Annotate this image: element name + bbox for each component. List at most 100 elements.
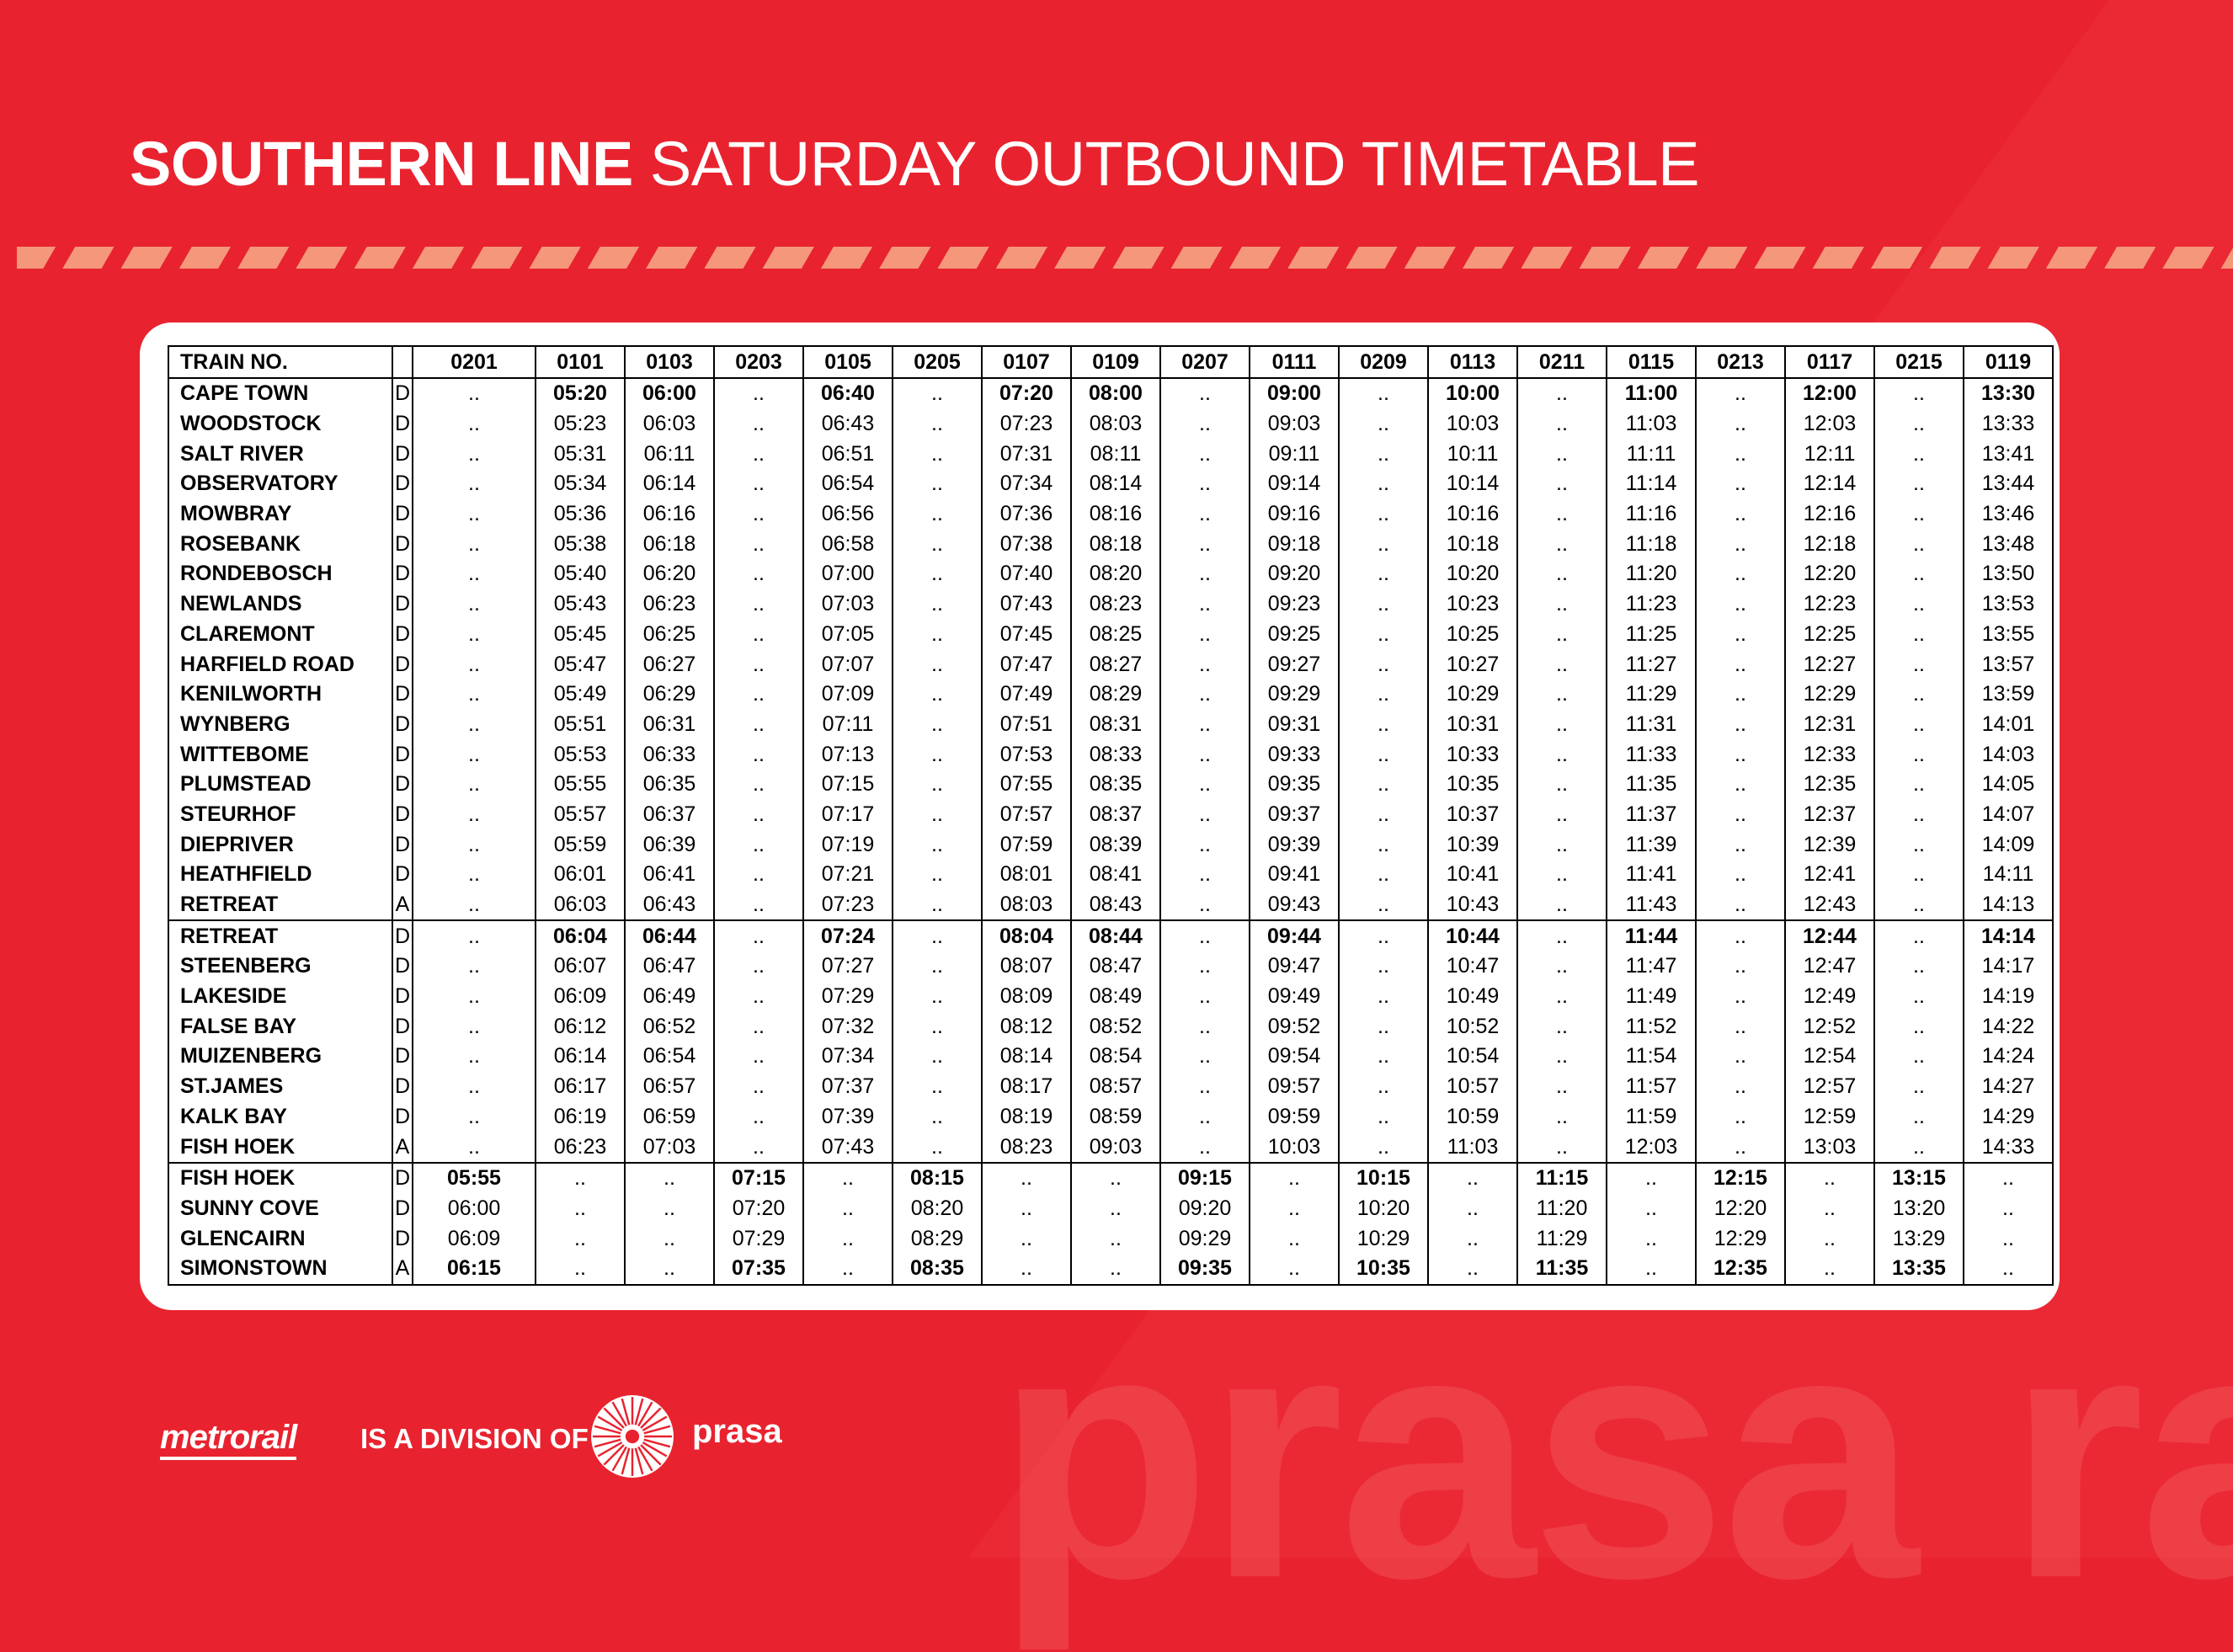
time-cell: .. bbox=[1159, 649, 1250, 679]
time-cell: 06:11 bbox=[624, 439, 715, 470]
time-cell: .. bbox=[1873, 469, 1964, 499]
time-cell: 12:15 bbox=[1695, 1161, 1786, 1194]
time-cell: .. bbox=[1338, 529, 1429, 560]
station-name: SUNNY COVE bbox=[168, 1193, 393, 1224]
time-cell: 06:19 bbox=[535, 1101, 626, 1132]
time-cell: .. bbox=[1249, 1161, 1340, 1194]
arrive-depart-marker: D bbox=[392, 799, 413, 830]
time-cell: 09:33 bbox=[1249, 739, 1340, 770]
time-cell: .. bbox=[1159, 889, 1250, 921]
time-cell: 12:47 bbox=[1784, 951, 1875, 982]
time-cell: .. bbox=[713, 1011, 804, 1042]
time-cell: .. bbox=[1695, 919, 1786, 952]
time-cell: .. bbox=[1695, 589, 1786, 620]
time-cell: 06:20 bbox=[624, 559, 715, 589]
time-cell: 09:29 bbox=[1249, 679, 1340, 710]
arrive-depart-marker: D bbox=[392, 649, 413, 679]
time-cell: .. bbox=[1516, 981, 1607, 1012]
time-cell: 12:33 bbox=[1784, 739, 1875, 770]
time-cell: .. bbox=[412, 919, 536, 952]
time-cell: 10:18 bbox=[1427, 529, 1518, 560]
time-cell: .. bbox=[1338, 709, 1429, 740]
time-cell: 06:56 bbox=[802, 498, 893, 530]
arrive-depart-marker: A bbox=[392, 889, 413, 921]
time-cell: .. bbox=[892, 951, 983, 982]
time-cell: 07:29 bbox=[713, 1223, 804, 1254]
time-cell: 07:35 bbox=[713, 1253, 804, 1286]
header-train-0107: 0107 bbox=[981, 345, 1072, 379]
time-cell: 14:33 bbox=[1963, 1132, 2054, 1163]
division-text: IS A DIVISION OF bbox=[360, 1423, 589, 1454]
time-cell: .. bbox=[412, 860, 536, 890]
time-cell: 06:29 bbox=[624, 679, 715, 710]
time-cell: .. bbox=[1159, 679, 1250, 710]
header-train-0201: 0201 bbox=[412, 345, 536, 379]
time-cell: .. bbox=[1516, 1101, 1607, 1132]
time-cell: 08:33 bbox=[1070, 739, 1161, 770]
table-row: NEWLANDS D.. 05:43 06:23.. 07:03.. 07:43 08:23… bbox=[168, 589, 2054, 620]
time-cell: 06:23 bbox=[535, 1132, 626, 1163]
time-cell: 12:59 bbox=[1784, 1101, 1875, 1132]
time-cell: .. bbox=[1159, 739, 1250, 770]
arrive-depart-marker: D bbox=[392, 1042, 413, 1072]
time-cell: .. bbox=[1159, 829, 1250, 860]
time-cell: 09:57 bbox=[1249, 1071, 1340, 1102]
time-cell: .. bbox=[412, 529, 536, 560]
time-cell: 06:14 bbox=[624, 469, 715, 499]
time-cell: 12:18 bbox=[1784, 529, 1875, 560]
time-cell: 10:25 bbox=[1427, 619, 1518, 650]
station-name: WYNBERG bbox=[168, 709, 393, 740]
time-cell: 10:11 bbox=[1427, 439, 1518, 470]
time-cell: 13:41 bbox=[1963, 439, 2054, 470]
time-cell: .. bbox=[412, 439, 536, 470]
time-cell: 07:57 bbox=[981, 799, 1072, 830]
table-row: LAKESIDE D.. 06:09 06:49.. 07:29.. 08:09 08:49… bbox=[168, 981, 2054, 1012]
time-cell: 09:35 bbox=[1249, 769, 1340, 800]
hazard-stripe bbox=[17, 247, 2233, 269]
arrive-depart-marker: D bbox=[392, 951, 413, 982]
time-cell: 10:27 bbox=[1427, 649, 1518, 679]
time-cell: 06:54 bbox=[802, 469, 893, 499]
header-train-0119: 0119 bbox=[1963, 345, 2054, 379]
header-train-0209: 0209 bbox=[1338, 345, 1429, 379]
time-cell: .. bbox=[892, 619, 983, 650]
time-cell: .. bbox=[1338, 951, 1429, 982]
time-cell: .. bbox=[1963, 1253, 2054, 1286]
station-name: FALSE BAY bbox=[168, 1011, 393, 1042]
time-cell: .. bbox=[1159, 377, 1250, 409]
time-cell: .. bbox=[892, 829, 983, 860]
arrive-depart-marker: D bbox=[392, 679, 413, 710]
arrive-depart-marker: D bbox=[392, 589, 413, 620]
time-cell: .. bbox=[1873, 377, 1964, 409]
time-cell: 06:51 bbox=[802, 439, 893, 470]
time-cell: 11:11 bbox=[1606, 439, 1697, 470]
time-cell: 06:18 bbox=[624, 529, 715, 560]
time-cell: 06:40 bbox=[802, 377, 893, 409]
time-cell: .. bbox=[713, 769, 804, 800]
time-cell: 10:14 bbox=[1427, 469, 1518, 499]
time-cell: 07:13 bbox=[802, 739, 893, 770]
time-cell: .. bbox=[1516, 469, 1607, 499]
table-row: OBSERVATORY D.. 05:34 06:14.. 06:54.. 07:34 08… bbox=[168, 469, 2054, 499]
time-cell: 11:39 bbox=[1606, 829, 1697, 860]
time-cell: 09:39 bbox=[1249, 829, 1340, 860]
time-cell: .. bbox=[412, 799, 536, 830]
time-cell: 08:44 bbox=[1070, 919, 1161, 952]
time-cell: 08:14 bbox=[981, 1042, 1072, 1072]
time-cell: .. bbox=[1516, 529, 1607, 560]
time-cell: 07:24 bbox=[802, 919, 893, 952]
time-cell: .. bbox=[892, 529, 983, 560]
time-cell: .. bbox=[1159, 799, 1250, 830]
time-cell: 10:29 bbox=[1427, 679, 1518, 710]
table-row: GLENCAIRN D 06:09.... 07:29.. 08:29.... 09:29… bbox=[168, 1223, 2054, 1254]
time-cell: 07:36 bbox=[981, 498, 1072, 530]
time-cell: 09:00 bbox=[1249, 377, 1340, 409]
time-cell: .. bbox=[412, 1011, 536, 1042]
station-name: KALK BAY bbox=[168, 1101, 393, 1132]
time-cell: 06:07 bbox=[535, 951, 626, 982]
time-cell: 12:31 bbox=[1784, 709, 1875, 740]
time-cell: .. bbox=[713, 981, 804, 1012]
time-cell: 14:22 bbox=[1963, 1011, 2054, 1042]
table-row: HEATHFIELD D.. 06:01 06:41.. 07:21.. 08:01 08:… bbox=[168, 860, 2054, 890]
time-cell: 10:03 bbox=[1427, 408, 1518, 440]
